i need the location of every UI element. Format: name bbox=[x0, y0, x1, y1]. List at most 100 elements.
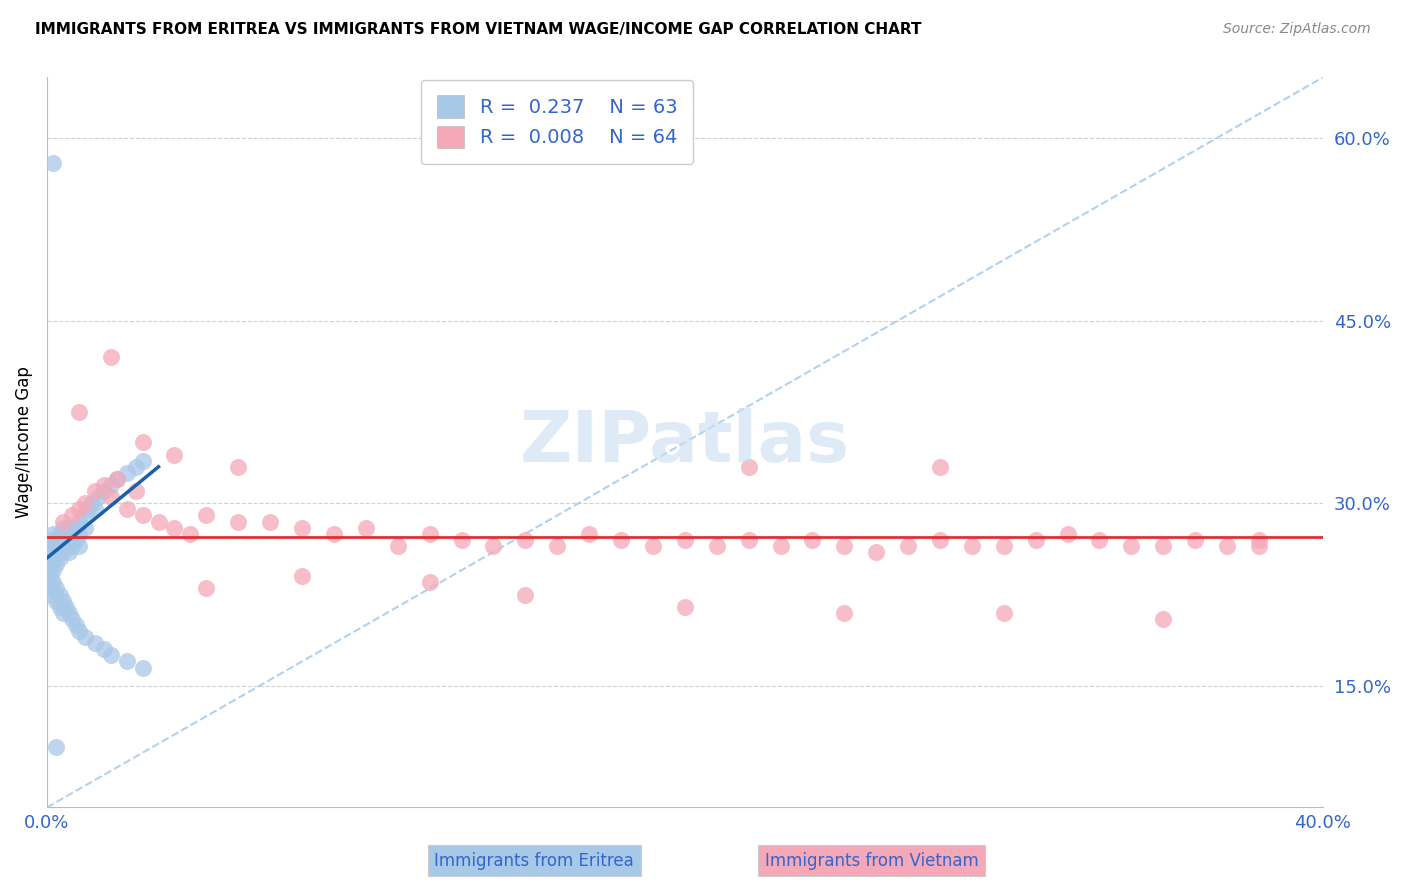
Point bbox=[291, 520, 314, 534]
Point bbox=[737, 459, 759, 474]
Point bbox=[450, 533, 472, 547]
Point bbox=[641, 539, 664, 553]
Point bbox=[48, 539, 70, 553]
Point bbox=[52, 520, 75, 534]
Point bbox=[125, 484, 148, 499]
Point bbox=[1216, 539, 1239, 553]
Point bbox=[610, 533, 633, 547]
Point bbox=[75, 508, 97, 523]
Point bbox=[419, 526, 441, 541]
Point bbox=[291, 569, 314, 583]
Point bbox=[115, 502, 138, 516]
Point bbox=[42, 551, 65, 566]
Point bbox=[100, 648, 122, 663]
Point bbox=[737, 533, 759, 547]
Point bbox=[67, 502, 90, 516]
Point bbox=[48, 599, 70, 614]
Point bbox=[52, 533, 75, 547]
Text: Immigrants from Eritrea: Immigrants from Eritrea bbox=[434, 852, 634, 870]
Point bbox=[83, 484, 105, 499]
Point bbox=[42, 155, 65, 169]
Point bbox=[52, 593, 75, 607]
Point bbox=[58, 520, 80, 534]
Point bbox=[67, 405, 90, 419]
Point bbox=[42, 539, 65, 553]
Point bbox=[39, 569, 62, 583]
Point bbox=[39, 545, 62, 559]
Point bbox=[42, 588, 65, 602]
Point bbox=[42, 563, 65, 577]
Point bbox=[55, 526, 77, 541]
Point bbox=[52, 606, 75, 620]
Point bbox=[75, 630, 97, 644]
Point bbox=[75, 496, 97, 510]
Point bbox=[706, 539, 728, 553]
Point bbox=[67, 526, 90, 541]
Point bbox=[48, 588, 70, 602]
Point bbox=[769, 539, 792, 553]
Point bbox=[39, 582, 62, 596]
Point bbox=[1121, 539, 1143, 553]
Point bbox=[148, 515, 170, 529]
Point bbox=[45, 593, 67, 607]
Point bbox=[259, 515, 281, 529]
Point bbox=[1247, 539, 1270, 553]
Point bbox=[131, 660, 153, 674]
Point bbox=[80, 496, 103, 510]
Y-axis label: Wage/Income Gap: Wage/Income Gap bbox=[15, 367, 32, 518]
Point bbox=[131, 435, 153, 450]
Point bbox=[75, 520, 97, 534]
Point bbox=[67, 624, 90, 638]
Point bbox=[929, 459, 952, 474]
Point bbox=[897, 539, 920, 553]
Point bbox=[1056, 526, 1078, 541]
Point bbox=[673, 599, 696, 614]
Point bbox=[960, 539, 983, 553]
Text: Immigrants from Vietnam: Immigrants from Vietnam bbox=[765, 852, 979, 870]
Point bbox=[45, 582, 67, 596]
Point bbox=[515, 533, 537, 547]
Point bbox=[39, 533, 62, 547]
Point bbox=[131, 508, 153, 523]
Point bbox=[58, 606, 80, 620]
Point bbox=[48, 551, 70, 566]
Point bbox=[65, 520, 87, 534]
Point bbox=[1088, 533, 1111, 547]
Point bbox=[354, 520, 377, 534]
Point bbox=[55, 539, 77, 553]
Point bbox=[45, 739, 67, 754]
Point bbox=[195, 508, 218, 523]
Point bbox=[52, 545, 75, 559]
Point bbox=[834, 606, 856, 620]
Point bbox=[100, 478, 122, 492]
Point bbox=[58, 545, 80, 559]
Point bbox=[60, 526, 83, 541]
Point bbox=[929, 533, 952, 547]
Point bbox=[993, 606, 1015, 620]
Point bbox=[55, 599, 77, 614]
Text: ZIPatlas: ZIPatlas bbox=[520, 408, 849, 477]
Point bbox=[65, 618, 87, 632]
Point bbox=[105, 472, 128, 486]
Point bbox=[801, 533, 824, 547]
Point bbox=[482, 539, 505, 553]
Point bbox=[131, 453, 153, 467]
Point bbox=[105, 472, 128, 486]
Point bbox=[45, 533, 67, 547]
Point bbox=[1025, 533, 1047, 547]
Point bbox=[419, 575, 441, 590]
Point bbox=[45, 545, 67, 559]
Point bbox=[93, 642, 115, 657]
Point bbox=[673, 533, 696, 547]
Point bbox=[67, 515, 90, 529]
Point bbox=[48, 526, 70, 541]
Point bbox=[993, 539, 1015, 553]
Point bbox=[125, 459, 148, 474]
Point bbox=[163, 448, 186, 462]
Point bbox=[226, 459, 249, 474]
Point bbox=[865, 545, 887, 559]
Point bbox=[83, 636, 105, 650]
Text: Source: ZipAtlas.com: Source: ZipAtlas.com bbox=[1223, 22, 1371, 37]
Point bbox=[100, 490, 122, 504]
Point bbox=[1184, 533, 1206, 547]
